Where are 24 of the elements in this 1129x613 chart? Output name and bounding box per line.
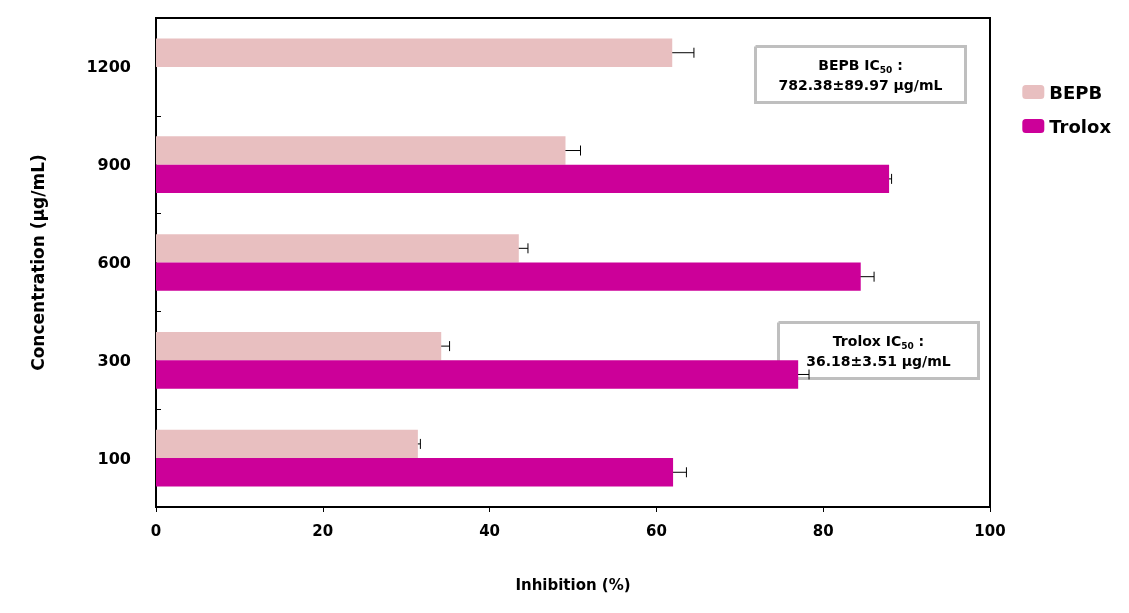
y-tick-label: 600 <box>97 253 131 272</box>
x-tick-label: 40 <box>479 521 501 540</box>
legend-label: Trolox <box>1049 115 1112 137</box>
bar <box>156 38 673 67</box>
y-tick-label: 100 <box>97 448 131 468</box>
y-tick-label: 300 <box>97 350 131 370</box>
bar <box>156 458 674 487</box>
y-tick-label: 900 <box>97 155 131 175</box>
bar <box>156 331 442 361</box>
bar <box>156 234 519 263</box>
x-tick-label: 80 <box>812 521 834 540</box>
x-tick-label: 100 <box>974 521 1006 540</box>
bar <box>156 164 890 194</box>
bar <box>156 429 418 459</box>
bar <box>156 136 566 165</box>
y-axis-title: Concentration (µg/mL) <box>27 154 48 371</box>
x-axis-title: Inhibition (%) <box>515 575 631 594</box>
bar <box>156 360 799 389</box>
x-tick-label: 0 <box>150 521 162 540</box>
bar <box>156 262 861 291</box>
x-tick-label: 60 <box>645 521 667 540</box>
legend-label: BEPB <box>1049 81 1103 103</box>
y-tick-label: 1200 <box>86 57 131 77</box>
x-tick-label: 20 <box>312 521 334 540</box>
